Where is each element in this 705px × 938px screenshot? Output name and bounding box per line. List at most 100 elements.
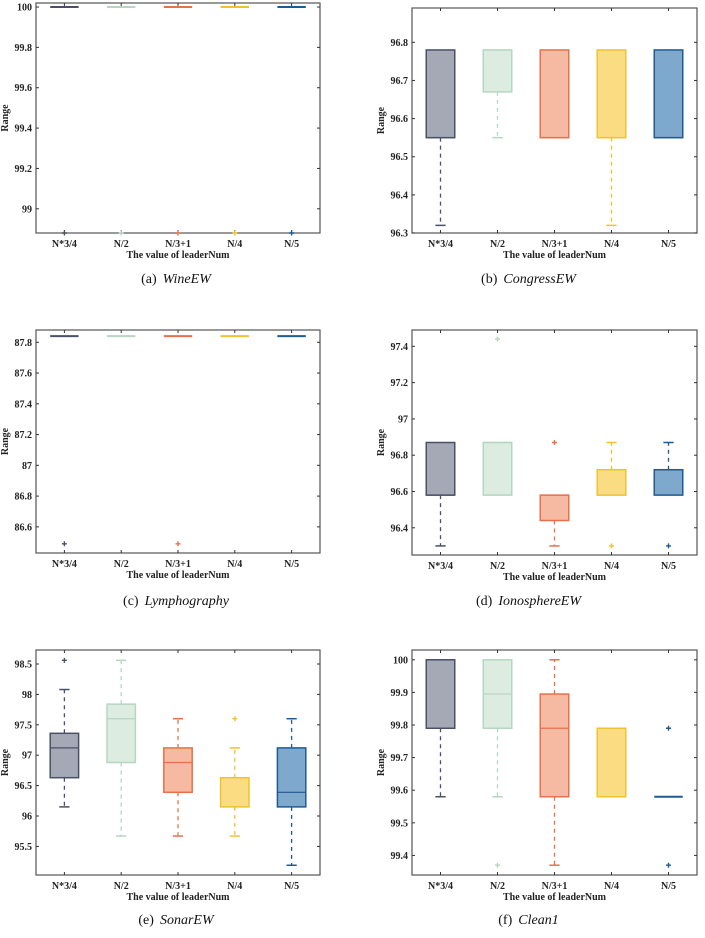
caption-a: (a) WineEW xyxy=(0,272,352,288)
box-n-5 xyxy=(653,441,684,549)
x-tick-label: N/2 xyxy=(490,239,505,250)
y-tick-label: 99.2 xyxy=(15,164,33,175)
box-n-3-1 xyxy=(163,717,193,837)
box-body xyxy=(596,727,627,798)
plot-frame xyxy=(35,2,321,234)
box-body xyxy=(219,776,250,808)
y-tick-label: 99.6 xyxy=(15,83,33,94)
x-tick-label: N*3/4 xyxy=(428,239,453,250)
x-tick-label: N/5 xyxy=(284,881,299,892)
caption-b: (b) CongressEW xyxy=(352,272,705,288)
box-body xyxy=(425,49,456,139)
panel-c-lymphography: 86.6 86.8 87 87.2 87.4 87.6 87.8 N*3/4 N/2 N/3+1 N… xyxy=(0,310,352,620)
outlier-marker xyxy=(666,725,671,731)
x-tick-label: N*3/4 xyxy=(428,561,453,572)
outlier-marker xyxy=(61,230,67,236)
caption-label: (d) xyxy=(475,594,493,609)
y-tick-label: 86.8 xyxy=(15,492,33,503)
y-tick-label: 96 xyxy=(22,812,32,823)
caption-f: (f) Clean1 xyxy=(352,913,705,929)
box-n-2 xyxy=(107,6,136,236)
box-n-2 xyxy=(482,49,513,139)
panel-a-wineew: 99 99.2 99.4 99.6 99.8 100 N*3/4 N/2 N/3+1 N/4 N/5… xyxy=(0,0,352,300)
caption-e: (e) SonarEW xyxy=(0,913,352,929)
y-axis-label: Range xyxy=(0,748,11,776)
y-tick-label: 97 xyxy=(398,414,408,425)
x-tick-label: N/2 xyxy=(114,239,129,250)
outlier-marker xyxy=(552,440,557,445)
y-tick-label: 99.8 xyxy=(15,43,33,54)
outlier-marker xyxy=(118,230,124,236)
y-tick-label: 98 xyxy=(22,690,32,701)
box-n-5 xyxy=(653,49,684,139)
y-tick-label: 97.5 xyxy=(15,720,33,731)
caption-dataset: SonarEW xyxy=(159,913,214,928)
box-n-3-4 xyxy=(50,335,79,547)
box-body xyxy=(539,49,570,139)
box-n-5 xyxy=(276,717,307,867)
box-n-4 xyxy=(220,6,249,236)
y-tick-label: 97.2 xyxy=(391,378,409,389)
box-n-3-1 xyxy=(163,335,193,547)
caption-dataset: WineEW xyxy=(162,272,211,287)
caption-label: (c) xyxy=(123,594,139,609)
y-tick-label: 87.6 xyxy=(15,369,33,380)
y-tick-label: 99 xyxy=(22,204,32,215)
x-tick-label: N/2 xyxy=(490,561,505,572)
y-tick-label: 99.4 xyxy=(15,124,33,135)
x-tick-label: N/5 xyxy=(661,239,676,250)
outlier-marker xyxy=(495,862,500,868)
boxplot-ionosphereew: 96.4 96.6 96.8 97 97.2 97.4 N*3/4 N/2 N/3+1 N/4 N/… xyxy=(376,329,698,583)
y-tick-label: 96.4 xyxy=(391,190,409,201)
box-n-2 xyxy=(482,336,513,496)
x-tick-label: N/3+1 xyxy=(165,881,191,892)
y-tick-label: 96.8 xyxy=(391,38,409,49)
x-tick-label: N/4 xyxy=(227,881,242,892)
caption-dataset: IonosphereEW xyxy=(498,594,581,609)
box-n-3-4 xyxy=(425,49,456,227)
box-n-4 xyxy=(596,49,627,227)
outlier-marker xyxy=(666,543,671,549)
y-tick-label: 96.8 xyxy=(391,451,409,462)
box-n-4 xyxy=(219,716,250,837)
y-tick-label: 95.5 xyxy=(15,842,33,853)
x-axis-label: The value of leaderNum xyxy=(503,892,607,903)
y-tick-label: 99.4 xyxy=(391,851,409,862)
y-tick-label: 99.8 xyxy=(391,721,409,732)
y-tick-label: 97.4 xyxy=(391,342,409,353)
x-tick-label: N/3+1 xyxy=(542,239,568,250)
box-n-3-4 xyxy=(50,6,79,236)
y-tick-label: 87.8 xyxy=(15,338,33,349)
x-tick-label: N*3/4 xyxy=(52,881,77,892)
box-body xyxy=(482,49,513,93)
outlier-marker xyxy=(666,862,671,868)
x-axis-label: The value of leaderNum xyxy=(126,250,230,261)
caption-dataset: Clean1 xyxy=(518,913,559,928)
box-body xyxy=(276,747,307,808)
y-tick-label: 99.9 xyxy=(391,688,409,699)
y-axis-label: Range xyxy=(0,104,11,132)
caption-dataset: CongressEW xyxy=(503,272,576,287)
y-tick-label: 96.6 xyxy=(391,114,409,125)
boxplot-wineew: 99 99.2 99.4 99.6 99.8 100 N*3/4 N/2 N/3+1 N/4 N/5… xyxy=(0,2,321,261)
outlier-marker xyxy=(61,541,67,547)
y-tick-label: 87.4 xyxy=(15,399,33,410)
box-n-5 xyxy=(277,6,306,236)
y-tick-label: 98.5 xyxy=(15,659,33,670)
caption-c: (c) Lymphography xyxy=(0,594,352,610)
box-body xyxy=(653,49,684,139)
caption-d: (d) IonosphereEW xyxy=(352,594,705,610)
box-body xyxy=(49,732,80,779)
x-tick-label: N*3/4 xyxy=(52,239,77,250)
caption-label: (b) xyxy=(481,272,498,287)
box-n-4 xyxy=(596,441,627,549)
boxplot-clean1: 99.4 99.5 99.6 99.7 99.8 99.9 100 N*3/4 N/2 N/3+1… xyxy=(376,649,698,903)
y-tick-label: 87.2 xyxy=(15,430,33,441)
y-tick-label: 96.3 xyxy=(391,229,409,240)
x-tick-label: N/2 xyxy=(114,559,129,570)
y-axis-label: Range xyxy=(376,428,387,456)
box-n-3-1 xyxy=(539,440,570,547)
box-body xyxy=(425,441,456,496)
box-n-2 xyxy=(106,659,137,837)
box-body xyxy=(539,494,570,522)
